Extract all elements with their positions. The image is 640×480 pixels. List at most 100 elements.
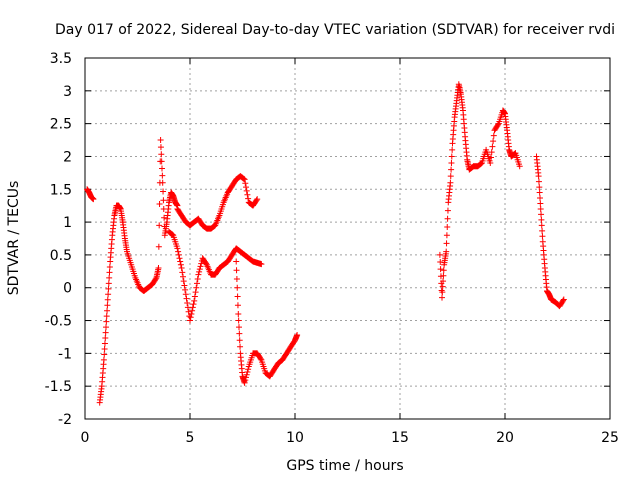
data-point — [537, 205, 544, 212]
data-point — [254, 196, 261, 203]
data-point — [489, 143, 496, 150]
data-point — [158, 158, 165, 165]
data-point — [180, 278, 187, 285]
data-point — [539, 227, 546, 234]
data-point — [444, 215, 451, 222]
data-point — [449, 146, 456, 153]
grid — [85, 58, 610, 419]
data-point — [191, 293, 198, 300]
data-point — [175, 251, 182, 258]
data-point — [488, 154, 494, 161]
data-point — [448, 166, 455, 173]
data-point — [233, 275, 240, 282]
x-tick-label: 15 — [391, 430, 409, 446]
data-point — [436, 251, 443, 258]
data-point — [539, 233, 546, 240]
data-point — [160, 188, 167, 195]
data-point — [196, 266, 203, 273]
data-point — [243, 184, 249, 191]
data-point — [243, 187, 250, 194]
data-point — [233, 258, 240, 265]
data-point — [188, 310, 195, 317]
data-point — [244, 368, 251, 375]
plot-frame — [84, 57, 611, 420]
data-point — [488, 149, 495, 156]
data-point — [235, 310, 242, 317]
data-point — [478, 160, 485, 167]
data-point — [197, 263, 204, 270]
data-point — [190, 301, 197, 308]
data-point — [194, 280, 200, 287]
data-point — [437, 266, 444, 273]
data-point — [437, 259, 444, 266]
data-point — [560, 296, 567, 303]
data-point — [103, 318, 110, 325]
data-point — [106, 263, 113, 270]
data-point — [237, 343, 244, 350]
data-point — [258, 261, 265, 268]
y-tick-label: 1.5 — [50, 182, 72, 198]
data-point — [537, 200, 544, 207]
data-point — [243, 374, 249, 381]
data-point — [102, 329, 109, 336]
y-tick-label: -1.5 — [45, 379, 72, 395]
y-tick-label: 3 — [63, 84, 72, 100]
data-point — [439, 283, 446, 290]
data-point — [193, 284, 200, 291]
data-point — [158, 151, 165, 158]
y-tick-label: 0.5 — [50, 248, 72, 264]
data-point — [535, 173, 542, 180]
data-point — [187, 314, 194, 321]
data-point — [439, 294, 445, 301]
data-point — [203, 260, 210, 267]
series-rise-to-peak — [96, 202, 126, 406]
y-tick-label: 1 — [63, 215, 72, 231]
data-point — [243, 371, 250, 378]
data-point — [538, 216, 545, 223]
data-point — [236, 330, 243, 337]
data-point — [241, 176, 248, 183]
data-point — [103, 313, 110, 320]
series-early-start — [84, 186, 97, 203]
data-point — [447, 179, 454, 186]
data-point — [443, 232, 450, 239]
data-point — [235, 317, 242, 324]
data-point — [440, 278, 447, 285]
data-point — [240, 175, 247, 182]
data-point — [257, 355, 264, 362]
data-point — [177, 258, 184, 265]
data-point — [495, 121, 501, 128]
data-point — [103, 324, 109, 331]
data-point — [444, 224, 451, 231]
series-evening — [533, 153, 567, 310]
data-point — [234, 302, 241, 309]
data-point — [169, 231, 176, 238]
data-point — [105, 291, 112, 298]
data-point — [234, 284, 241, 291]
data-point — [236, 324, 242, 331]
data-point — [294, 331, 301, 338]
data-point — [152, 275, 159, 282]
data-point — [490, 138, 497, 145]
x-tick-label: 5 — [186, 430, 195, 446]
data-point — [104, 296, 111, 303]
data-point — [181, 282, 188, 289]
data-point — [236, 337, 243, 344]
data-points — [84, 81, 567, 406]
data-point — [191, 297, 198, 304]
data-point — [536, 189, 543, 196]
data-point — [182, 286, 189, 293]
data-point — [101, 351, 108, 358]
data-point — [440, 267, 447, 274]
data-point — [536, 184, 543, 191]
data-point — [175, 248, 182, 255]
data-point — [102, 335, 109, 342]
x-tick-label: 20 — [496, 430, 514, 446]
series-upper-branch — [174, 173, 261, 232]
series-dip-and-rise — [119, 137, 181, 295]
data-point — [178, 265, 185, 272]
data-point — [159, 165, 165, 172]
data-point — [157, 144, 164, 151]
y-tick-label: 0 — [63, 281, 72, 297]
